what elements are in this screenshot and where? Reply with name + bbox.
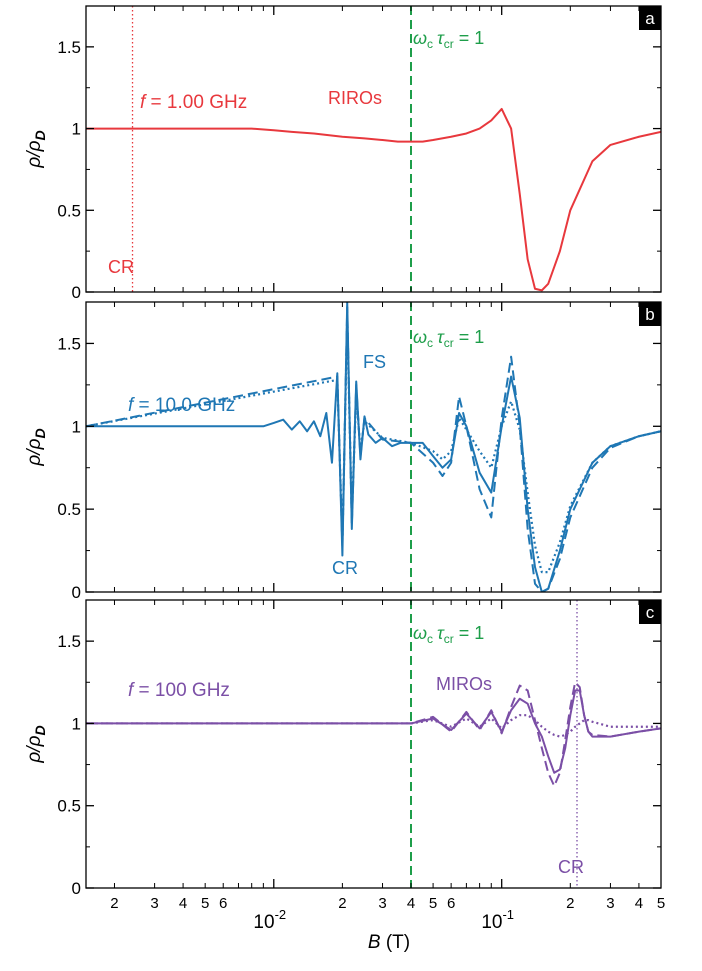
series-line-dashed xyxy=(86,681,661,787)
y-tick-label: 1 xyxy=(72,120,81,139)
x-axis-symbol: B xyxy=(368,932,381,953)
x-minor-tick-label: 6 xyxy=(447,895,455,912)
y-tick-label: 1.5 xyxy=(57,632,81,651)
x-minor-tick-label: 4 xyxy=(407,895,415,912)
x-axis-label: B (T) xyxy=(368,932,410,953)
annotation-cr: CR xyxy=(558,857,584,877)
annotation-cr: CR xyxy=(332,558,358,578)
series-line-solid xyxy=(86,302,661,592)
x-minor-tick-label: 3 xyxy=(378,895,386,912)
series-line-dashed xyxy=(86,305,661,592)
x-minor-tick-label: 5 xyxy=(201,895,209,912)
y-tick-label: 0.5 xyxy=(57,201,81,220)
y-tick-label: 0 xyxy=(72,879,81,898)
x-minor-tick-label: 4 xyxy=(179,895,187,912)
panel-letter: b xyxy=(645,305,654,324)
x-minor-tick-label: 2 xyxy=(566,895,574,912)
x-major-tick-label: 10-2 xyxy=(253,907,286,933)
frequency-label: f = 1.00 GHz xyxy=(140,92,247,113)
panel-b: 0 0.5 1 1.5 ρ/ρD b f = 10.0 GHz FS CR ωc τcr = 1 xyxy=(24,301,662,602)
panel-letter: a xyxy=(645,9,655,28)
crossover-label: ωc τcr = 1 xyxy=(413,327,484,350)
y-tick-label: 0 xyxy=(72,283,81,302)
x-minor-tick-label: 6 xyxy=(219,895,227,912)
annotation-fs: FS xyxy=(363,352,386,372)
crossover-label: ωc τcr = 1 xyxy=(413,28,484,51)
panel-letter-box xyxy=(639,302,661,326)
frequency-label: f = 100 GHz xyxy=(128,680,230,701)
y-tick-label: 1 xyxy=(72,417,81,436)
x-minor-tick-label: 2 xyxy=(110,895,118,912)
plot-frame xyxy=(85,5,662,293)
panel-letter-box xyxy=(639,6,661,30)
y-axis-label: ρ/ρD xyxy=(24,130,48,168)
x-minor-tick-label: 5 xyxy=(429,895,437,912)
annotation-riros: RIROs xyxy=(328,88,382,108)
plot-frame xyxy=(85,301,662,593)
series-line-dotted xyxy=(86,714,661,738)
annotation-miros: MIROs xyxy=(436,674,492,694)
y-tick-label: 1 xyxy=(72,714,81,733)
y-tick-label: 0.5 xyxy=(57,500,81,519)
annotation-cr: CR xyxy=(108,257,134,277)
x-minor-tick-label: 3 xyxy=(606,895,614,912)
x-minor-tick-label: 4 xyxy=(635,895,643,912)
x-axis-unit: (T) xyxy=(381,932,411,953)
x-minor-tick-label: 3 xyxy=(150,895,158,912)
y-axis-label: ρ/ρD xyxy=(24,725,48,763)
crossover-label: ωc τcr = 1 xyxy=(413,623,484,646)
y-tick-label: 0 xyxy=(72,583,81,602)
y-axis-label: ρ/ρD xyxy=(24,428,48,466)
x-minor-tick-label: 2 xyxy=(338,895,346,912)
y-tick-label: 1.5 xyxy=(57,38,81,57)
series-line-dotted xyxy=(86,317,661,574)
x-minor-tick-label: 5 xyxy=(657,895,665,912)
frequency-label: f = 10.0 GHz xyxy=(128,395,235,416)
panel-letter-box xyxy=(639,600,661,624)
panel-a: 0 0.5 1 1.5 ρ/ρD a f = 1.00 GHz RIROs CR ωc τcr = … xyxy=(24,5,662,302)
x-major-tick-label: 10-1 xyxy=(481,907,514,933)
series-line-solid xyxy=(86,689,661,774)
panel-c: 0 0.5 1 1.5 ρ/ρD c f = 100 GHz MIROs CR ωc τcr = 1 xyxy=(24,599,662,898)
y-tick-label: 0.5 xyxy=(57,797,81,816)
plot-frame xyxy=(85,599,662,889)
y-tick-label: 1.5 xyxy=(57,334,81,353)
panel-letter: c xyxy=(646,603,655,622)
series-line-solid xyxy=(86,107,661,292)
